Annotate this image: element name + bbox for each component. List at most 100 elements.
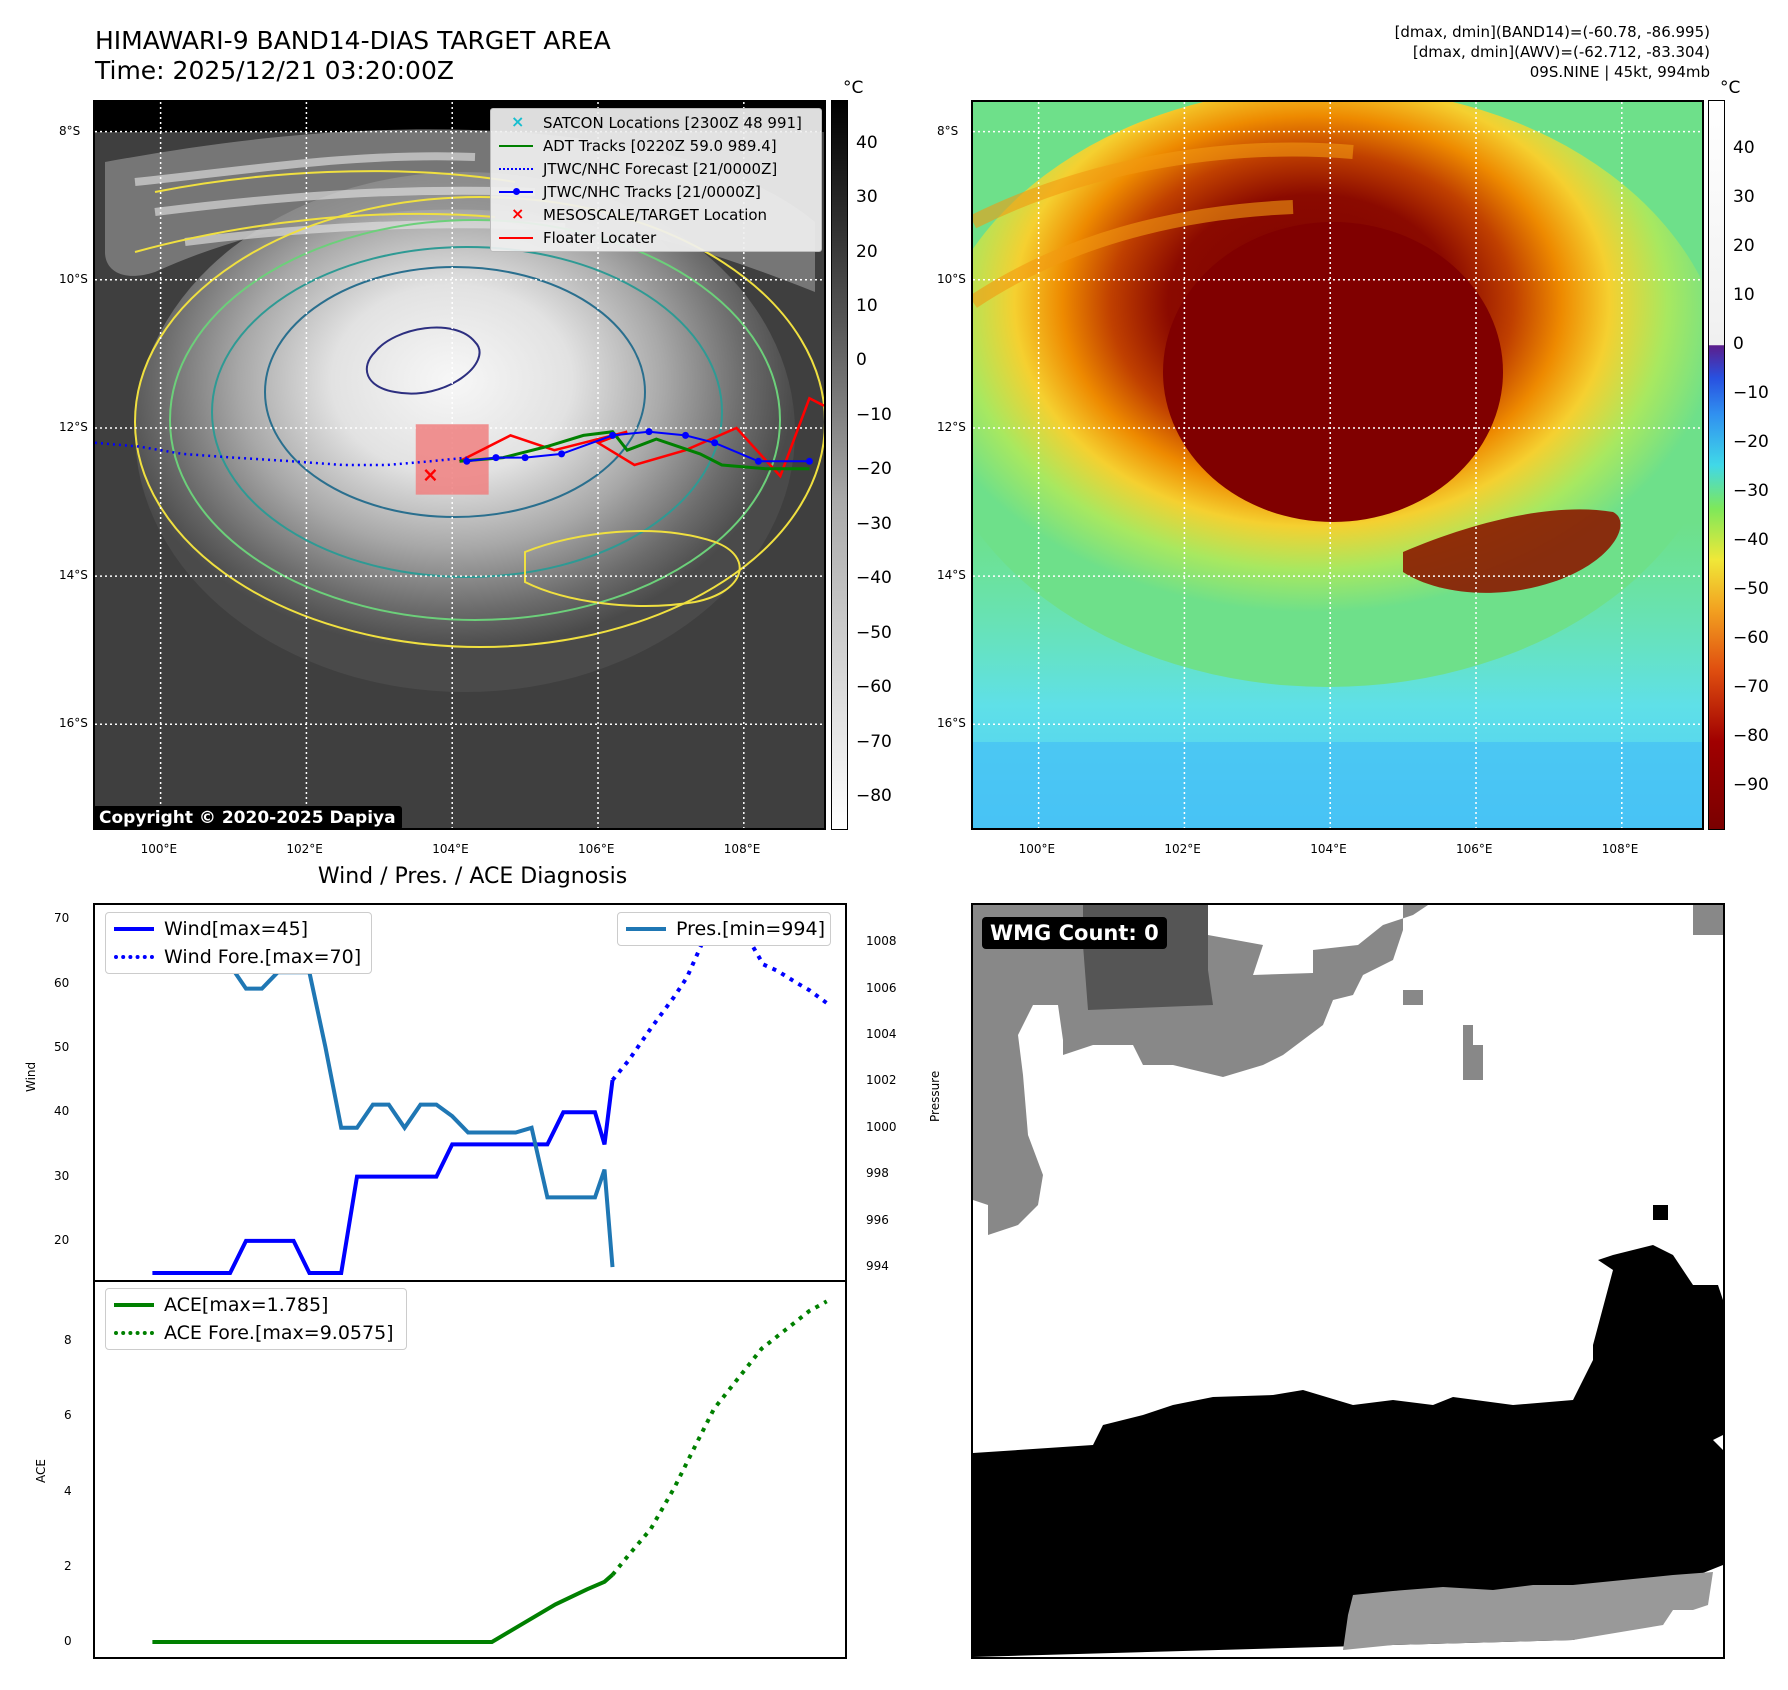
track-point — [521, 454, 529, 462]
lat-tick-label: 8°S — [937, 123, 959, 138]
colorbar-tick-label: 40 — [1733, 137, 1755, 158]
time-text: Time: 2025/12/21 03:20:00Z — [95, 56, 454, 85]
track-point — [754, 457, 762, 465]
lat-tick-label: 8°S — [59, 123, 81, 138]
colorbar-tick-label: 30 — [1733, 186, 1755, 207]
lon-tick-label: 108°E — [723, 842, 761, 856]
ace-tick-label: 0 — [64, 1633, 72, 1648]
colorbar-tick-label: −90 — [1733, 774, 1769, 795]
page-title: HIMAWARI-9 BAND14-DIAS TARGET AREA Time:… — [95, 26, 611, 86]
awv-colorbar — [1708, 100, 1725, 830]
lon-tick-label: 102°E — [1164, 842, 1201, 856]
legend-label: ACE[max=1.785] — [164, 1294, 329, 1316]
legend-label: MESOSCALE/TARGET Location — [543, 205, 768, 224]
colorbar-tick-label: −80 — [1733, 725, 1769, 746]
stats-block: [dmax, dmin](BAND14)=(-60.78, -86.995) [… — [1395, 22, 1710, 82]
forecast-line-icon — [499, 162, 533, 176]
wind-line-icon — [114, 924, 154, 934]
colorbar-tick-label: −80 — [856, 786, 892, 807]
wmg-light-gray-region — [1343, 1572, 1713, 1650]
legend-item-target: × MESOSCALE/TARGET Location — [491, 203, 821, 226]
colorbar-tick-label: 20 — [856, 241, 878, 262]
jtwc-track-points — [463, 428, 813, 465]
target-marker-icon: × — [511, 203, 525, 223]
diagnosis-panel — [93, 903, 847, 1659]
colorbar-tick-label: −70 — [856, 731, 892, 752]
track-point — [805, 457, 813, 465]
legend-label: Wind[max=45] — [164, 918, 309, 940]
colorbar-tick-label: −50 — [1733, 578, 1769, 599]
lon-tick-label: 106°E — [1456, 842, 1493, 856]
pressure-axis-label: Pressure — [928, 1070, 942, 1122]
track-point — [609, 431, 617, 439]
wmg-panel — [971, 903, 1725, 1659]
awv-map — [973, 102, 1702, 828]
copyright-badge: Copyright © 2020-2025 Dapiya — [93, 806, 402, 830]
colorbar-tick-label: 10 — [856, 296, 878, 316]
colorbar-tick-label: 30 — [856, 187, 878, 208]
legend-label: SATCON Locations [2300Z 48 991] — [543, 113, 802, 132]
lon-tick-label: 102°E — [286, 842, 323, 856]
track-point — [558, 450, 566, 458]
legend-label: JTWC/NHC Tracks [21/0000Z] — [543, 182, 761, 201]
colorbar-tick-label: −20 — [856, 459, 892, 480]
pressure-tick-label: 996 — [866, 1212, 889, 1227]
colorbar-tick-label: −30 — [856, 513, 892, 534]
lat-tick-label: 16°S — [937, 716, 966, 731]
wind-tick-label: 70 — [54, 911, 70, 926]
storm-info: 09S.NINE | 45kt, 994mb — [1529, 63, 1710, 81]
legend-item-ace: ACE[max=1.785] — [106, 1291, 406, 1319]
wind-tick-label: 40 — [54, 1104, 70, 1119]
title-text: HIMAWARI-9 BAND14-DIAS TARGET AREA — [95, 26, 611, 55]
colorbar-tick-label: −50 — [856, 622, 892, 643]
wmg-count-badge: WMG Count: 0 — [982, 917, 1167, 949]
track-point — [681, 431, 689, 439]
legend-item-wind-forecast: Wind Fore.[max=70] — [106, 943, 371, 971]
colorbar-tick-label: −10 — [1733, 382, 1769, 403]
map-grid — [973, 102, 1702, 828]
wind-tick-label: 50 — [54, 1040, 70, 1054]
ace-forecast-line-icon — [114, 1328, 154, 1338]
pressure-tick-label: 998 — [866, 1166, 889, 1181]
wind-forecast-line-icon — [114, 952, 154, 962]
floater-track — [458, 396, 824, 479]
adt-line-icon — [499, 139, 533, 153]
diagnosis-title: Wind / Pres. / ACE Diagnosis — [317, 864, 628, 889]
colorbar-tick-label: −30 — [1733, 480, 1769, 501]
colorbar-tick-label: −20 — [1733, 431, 1769, 452]
series-line — [152, 1573, 614, 1644]
wind-legend: Wind[max=45] Wind Fore.[max=70] — [105, 912, 372, 974]
legend-item-floater: Floater Locater — [491, 226, 821, 249]
legend-label: ACE Fore.[max=9.0575] — [164, 1322, 394, 1344]
lon-tick-label: 100°E — [140, 842, 178, 856]
map-legend: × SATCON Locations [2300Z 48 991] ADT Tr… — [490, 108, 822, 252]
colorbar-tick-label: 40 — [856, 132, 878, 153]
lon-tick-label: 108°E — [1601, 842, 1639, 856]
colorbar-tick-label: −10 — [856, 404, 892, 425]
pressure-tick-label: 1006 — [866, 980, 897, 995]
legend-item-satcon: × SATCON Locations [2300Z 48 991] — [491, 111, 821, 134]
colorbar-unit: °C — [843, 78, 864, 98]
legend-item-wind: Wind[max=45] — [106, 915, 371, 943]
pressure-legend: Pres.[min=994] — [617, 912, 831, 946]
lon-tick-label: 104°E — [432, 842, 469, 856]
series-line — [610, 916, 828, 1082]
legend-item-pressure: Pres.[min=994] — [618, 915, 830, 943]
ace-tick-label: 4 — [64, 1483, 72, 1498]
legend-item-ace-forecast: ACE Fore.[max=9.0575] — [106, 1319, 406, 1347]
track-point — [492, 454, 500, 462]
jtwc-line-icon — [499, 185, 533, 199]
lat-tick-label: 10°S — [59, 271, 88, 286]
wmg-black-region — [973, 1245, 1723, 1657]
jtwc-track — [466, 430, 810, 463]
ace-tick-label: 8 — [64, 1333, 72, 1348]
colorbar-tick-label: −40 — [1733, 529, 1769, 550]
legend-label: ADT Tracks [0220Z 59.0 989.4] — [543, 136, 777, 155]
adt-track — [459, 430, 810, 471]
ace-axis-label: ACE — [34, 1459, 48, 1483]
colorbar-tick-label: −60 — [1733, 627, 1769, 648]
ace-chart — [152, 1299, 828, 1644]
colorbar-unit: °C — [1720, 78, 1741, 98]
colorbar-tick-label: 0 — [1733, 333, 1744, 354]
colorbar-tick-label: 20 — [1733, 235, 1755, 256]
